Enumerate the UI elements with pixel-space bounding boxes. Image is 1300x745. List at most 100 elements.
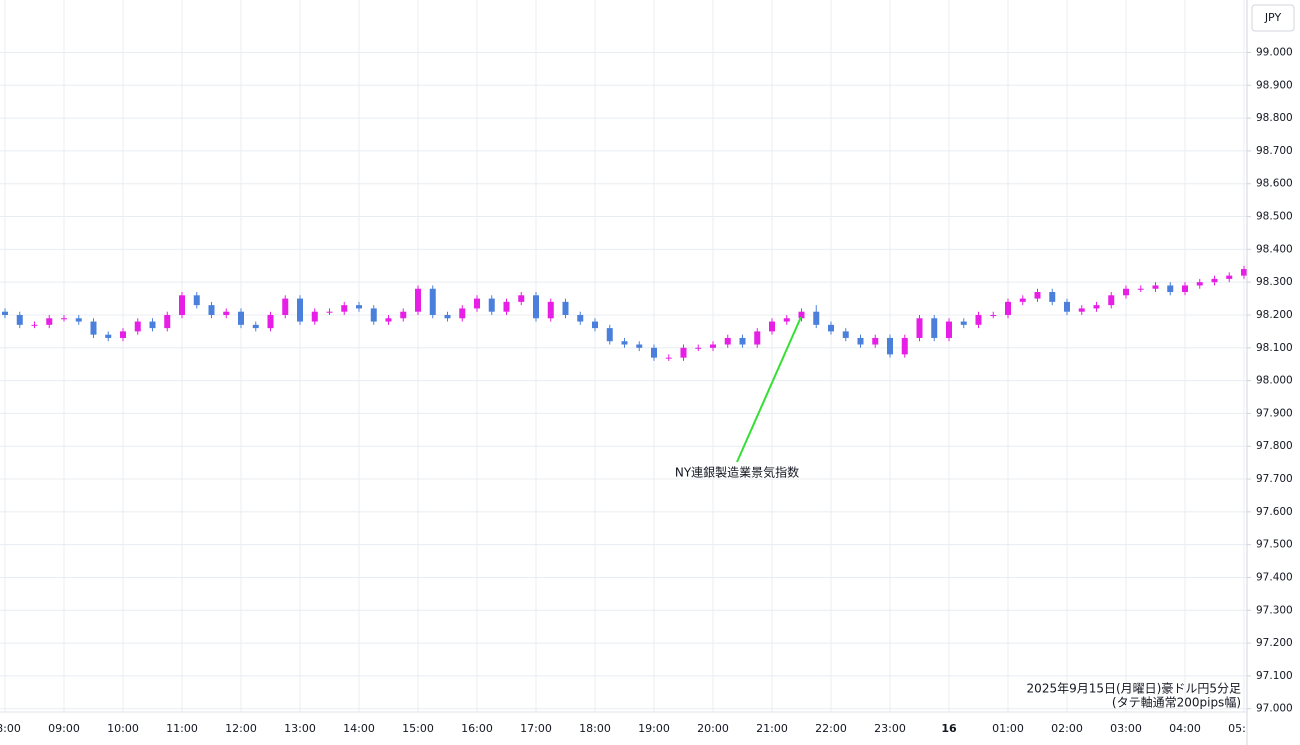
candle-body: [665, 357, 672, 359]
candle-body: [208, 305, 215, 315]
candle-body: [798, 311, 805, 319]
candle-body: [1064, 301, 1070, 312]
candle-body: [429, 288, 436, 315]
candle-body: [872, 337, 879, 345]
currency-box: [1251, 4, 1295, 32]
candle-body: [695, 347, 702, 349]
candle-body: [400, 311, 407, 319]
x-tick-label: 11:00: [166, 722, 198, 735]
candle-body: [636, 344, 643, 348]
y-tick-label: 97.500: [1256, 539, 1293, 551]
y-tick-label: 98.200: [1256, 309, 1293, 321]
x-tick-label: 16: [941, 722, 957, 735]
candle-body: [252, 324, 259, 329]
candle-body: [1137, 288, 1144, 290]
y-tick-label: 97.600: [1256, 506, 1293, 518]
candle-body: [1005, 301, 1011, 315]
caption: (タテ軸通常200pips幅): [1112, 695, 1241, 710]
candles: [2, 265, 1247, 361]
y-tick-label: 97.700: [1256, 473, 1293, 485]
candle-body: [901, 337, 908, 355]
candle-body: [990, 314, 997, 316]
candle-body: [16, 314, 23, 325]
y-tick-label: 98.500: [1256, 211, 1293, 223]
candle-body: [621, 341, 628, 345]
candle-body: [223, 311, 230, 315]
x-tick-label: 14:00: [343, 722, 375, 735]
x-tick-label: 19:00: [638, 722, 670, 735]
candle-body: [474, 298, 480, 309]
candle-body: [1196, 282, 1203, 286]
candle-body: [857, 337, 864, 345]
y-tick-label: 98.700: [1256, 145, 1293, 157]
candle-body: [813, 311, 820, 325]
caption: 2025年9月15日(月曜日)豪ドル円5分足: [1027, 681, 1241, 696]
x-axis: 08:00 09:00 10:00 11:00 12:00 13:00 14:00 15:00…: [0, 722, 1260, 735]
candle-body: [680, 347, 687, 358]
candle-body: [916, 318, 923, 338]
currency: JPY: [1264, 11, 1282, 24]
y-tick-label: 98.400: [1256, 243, 1293, 255]
candle-body: [193, 295, 200, 306]
candle-body: [1182, 285, 1188, 293]
candle-body: [46, 318, 53, 325]
x-tick-label: 23:00: [874, 722, 906, 735]
candle-body: [326, 311, 333, 313]
candle-body: [90, 321, 97, 335]
x-tick-label: 10:00: [107, 722, 139, 735]
candle-body: [311, 311, 318, 322]
candle-body: [415, 288, 421, 312]
candle-body: [105, 334, 112, 338]
x-tick-label: 08:00: [0, 722, 21, 735]
candle-body: [459, 308, 466, 319]
candle-body: [739, 337, 746, 345]
candle-body: [547, 301, 554, 319]
candle-body: [1123, 288, 1129, 296]
candle-body: [61, 318, 67, 320]
candle-body: [2, 311, 8, 315]
x-tick-label: 22:00: [815, 722, 847, 735]
candle-body: [592, 321, 598, 329]
candle-body: [533, 295, 539, 319]
candle-body: [385, 318, 392, 322]
x-tick-label: 12:00: [225, 722, 257, 735]
candle-body: [149, 321, 156, 329]
grid: [0, 0, 1247, 712]
annotation: NY連銀製造業景気指数: [675, 465, 799, 480]
candle-body: [577, 314, 584, 322]
candle-body: [1108, 295, 1115, 306]
candle-body: [31, 324, 38, 326]
candle-body: [179, 295, 185, 315]
candle-body: [842, 331, 849, 338]
candle-body: [975, 314, 982, 325]
candle-body: [783, 318, 790, 322]
y-tick-label: 97.800: [1256, 440, 1293, 452]
candle-body: [1152, 285, 1159, 289]
candle-body: [960, 321, 967, 325]
candle-body: [297, 298, 303, 322]
candle-body: [1049, 292, 1056, 302]
candle-body: [267, 314, 274, 329]
x-tick-label: 17:00: [520, 722, 552, 735]
candle-body: [341, 305, 348, 312]
candle-body: [1167, 285, 1174, 293]
candle-body: [606, 328, 613, 342]
candle-body: [754, 331, 761, 345]
y-axis: 97.000 97.100 97.200 97.300 97.400 97.500 97.6…: [1247, 46, 1293, 715]
y-tick-label: 97.100: [1256, 670, 1293, 682]
candle-body: [444, 314, 451, 319]
y-tick-label: 97.300: [1256, 604, 1293, 616]
candle-body: [931, 318, 938, 338]
x-tick-label: 05:00: [1228, 722, 1260, 735]
candle-body: [356, 305, 362, 309]
x-tick-label: 03:00: [1110, 722, 1142, 735]
candle-body: [518, 295, 525, 302]
candle-body: [164, 314, 171, 329]
candle-body: [1034, 292, 1041, 299]
candle-body: [651, 347, 657, 358]
y-tick-label: 97.900: [1256, 407, 1293, 419]
y-tick-label: 98.100: [1256, 342, 1293, 354]
y-tick-label: 98.900: [1256, 79, 1293, 91]
candle-body: [887, 337, 893, 355]
